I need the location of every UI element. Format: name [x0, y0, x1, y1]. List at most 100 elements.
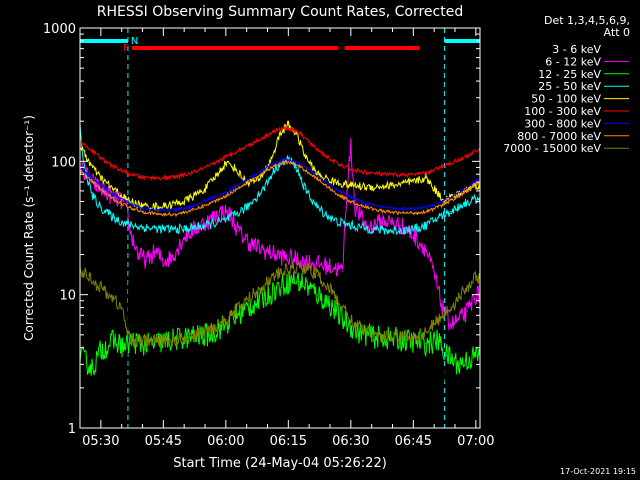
series-point: [312, 172, 314, 174]
series-point: [266, 234, 269, 236]
series-point: [225, 156, 227, 158]
series-point: [125, 347, 127, 349]
series-point: [350, 196, 352, 198]
series-point: [475, 198, 477, 200]
y-tick-label: 1000: [43, 22, 76, 37]
series-point: [275, 274, 277, 276]
series-point: [375, 336, 377, 338]
legend-label: 6 - 12 keV: [545, 55, 601, 68]
series-point: [291, 278, 294, 281]
series-point: [296, 166, 298, 168]
series-point: [116, 168, 119, 170]
series-point: [129, 203, 131, 205]
series-point: [316, 253, 319, 256]
series-point: [475, 354, 477, 357]
series-point: [325, 155, 327, 157]
series-point: [291, 266, 294, 269]
series-point: [241, 184, 244, 186]
series-point: [350, 184, 352, 186]
series-point: [333, 181, 335, 183]
axes: 1 10 100 1000 05:30 05:45 06:00 06:15 06:30 06:45…: [43, 22, 495, 449]
series-point: [316, 173, 319, 175]
series-point: [116, 200, 119, 203]
series-point: [333, 219, 335, 222]
series-point: [441, 165, 444, 167]
legend-label: 100 - 300 keV: [524, 105, 601, 118]
y-tick-label: 100: [51, 155, 76, 170]
series-point: [271, 166, 273, 168]
series-point: [404, 336, 406, 338]
legend-header: Att 0: [604, 26, 630, 39]
series-point: [366, 203, 369, 205]
series-point: [333, 263, 335, 265]
series-point: [450, 211, 452, 213]
series-point: [250, 243, 252, 245]
series-point: [300, 260, 302, 262]
series-point: [208, 198, 210, 200]
series-point: [300, 166, 302, 168]
series-group: [80, 28, 480, 428]
y-tick-label: 10: [59, 289, 76, 304]
series-point: [350, 224, 352, 227]
x-tick-label: 05:45: [145, 434, 182, 449]
series-point: [383, 173, 385, 175]
series-point: [283, 161, 285, 164]
series-line: [80, 137, 480, 332]
series-point: [316, 274, 319, 276]
legend-label: 50 - 100 keV: [531, 93, 601, 106]
series-point: [158, 177, 160, 179]
series-point: [108, 294, 110, 296]
series-point: [437, 340, 439, 342]
series-point: [100, 387, 102, 389]
series-point: [175, 213, 177, 215]
series-point: [454, 194, 456, 196]
series-point: [241, 181, 244, 183]
series-point: [416, 173, 419, 175]
series-point: [104, 160, 106, 162]
series-point: [100, 177, 102, 179]
series-point: [312, 145, 314, 147]
series-point: [112, 216, 114, 218]
series-point: [258, 175, 260, 177]
series-point: [246, 181, 248, 183]
series-point: [171, 340, 173, 342]
series-point: [208, 334, 210, 336]
series-point: [283, 256, 285, 259]
legend-header: Det 1,3,4,5,6,9,: [544, 14, 630, 27]
series-point: [162, 205, 164, 207]
series-point: [366, 207, 369, 209]
series-point: [441, 314, 444, 316]
series-point: [454, 160, 456, 162]
series-point: [437, 216, 439, 218]
series-line: [80, 157, 480, 214]
series-point: [141, 219, 144, 222]
series-point: [383, 211, 385, 213]
series-point: [429, 209, 431, 211]
series-point: [466, 186, 469, 188]
series-point: [279, 133, 281, 135]
series-point: [412, 228, 414, 230]
series-point: [233, 166, 235, 168]
series-point: [329, 303, 331, 305]
series-point: [441, 204, 444, 206]
series-point: [258, 179, 260, 181]
series-point: [366, 172, 369, 174]
series-point: [283, 127, 285, 129]
series-point: [333, 266, 335, 269]
series-point: [275, 166, 277, 168]
series-point: [383, 219, 385, 222]
series-point: [241, 310, 244, 312]
series-point: [300, 163, 302, 165]
series-point: [400, 208, 402, 210]
series-point: [125, 198, 127, 200]
series-point: [208, 203, 210, 205]
series-point: [421, 334, 423, 336]
series-point: [296, 133, 298, 135]
series-point: [441, 307, 444, 309]
series-point: [221, 211, 223, 213]
series-point: [450, 323, 452, 325]
series-point: [216, 173, 219, 175]
series-point: [241, 303, 244, 305]
series-point: [304, 266, 306, 269]
